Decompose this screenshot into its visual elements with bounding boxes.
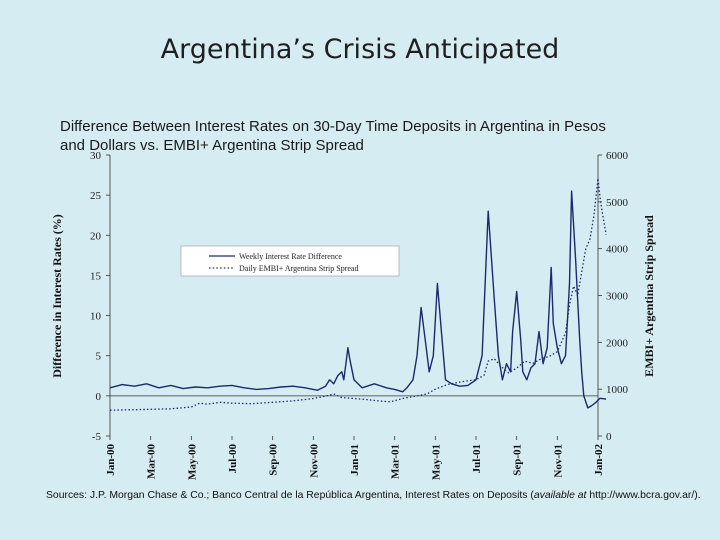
slide-title: Argentina’s Crisis Anticipated [160, 34, 560, 65]
legend-label: Weekly Interest Rate Difference [239, 252, 342, 261]
left-axis-label: Difference in Interest Rates (%) [50, 214, 64, 378]
left-tick-label: 10 [90, 311, 102, 323]
right-tick-label: 0 [606, 431, 612, 443]
x-tick-label: Sep-00 [268, 444, 280, 476]
left-tick-label: 25 [90, 190, 102, 202]
chart-legend: Weekly Interest Rate Difference Daily EMB… [180, 245, 400, 277]
x-tick-label: Nov-01 [552, 444, 564, 478]
sources-italic: available at [533, 490, 587, 501]
sources-suffix: http://www.bcra.gov.ar/). [586, 490, 701, 501]
right-tick-label: 6000 [606, 150, 629, 162]
left-tick-label: 20 [90, 230, 102, 242]
interest-difference-line [109, 190, 607, 409]
legend-label: Daily EMBI+ Argentina Strip Spread [239, 264, 358, 273]
x-axis-ticks: Jan-00 Mar-00 May-00 Jul-00 Sep-00 Nov-00 Jan-… [105, 436, 605, 480]
x-tick-label: May-01 [430, 444, 442, 480]
legend-box [180, 245, 400, 277]
x-tick-label: Sep-01 [512, 444, 524, 476]
chart-axes [109, 155, 599, 436]
left-tick-label: 0 [96, 391, 102, 403]
left-tick-label: 30 [90, 150, 102, 162]
x-tick-label: Mar-00 [146, 444, 158, 480]
embi-spread-line [109, 177, 607, 411]
left-axis-ticks: 30 25 20 15 10 5 0 -5 [90, 150, 110, 443]
left-tick-label: 5 [96, 351, 102, 363]
x-tick-label: Jul-01 [471, 444, 483, 473]
left-tick-label: -5 [92, 431, 102, 443]
chart-heading: Difference Between Interest Rates on 30-… [60, 118, 606, 154]
series-lines [109, 177, 607, 411]
left-tick-label: 15 [90, 270, 102, 282]
x-tick-label: Jan-01 [349, 444, 361, 476]
right-tick-label: 2000 [606, 337, 629, 349]
right-tick-label: 1000 [606, 384, 629, 396]
x-tick-label: Mar-01 [390, 444, 402, 479]
right-tick-label: 4000 [606, 244, 629, 256]
right-tick-label: 3000 [606, 291, 629, 303]
sources-note: Sources: J.P. Morgan Chase & Co.; Banco … [46, 490, 706, 501]
x-tick-label: Jan-02 [593, 444, 605, 476]
x-tick-label: Jul-00 [227, 444, 239, 474]
x-tick-label: May-00 [186, 444, 198, 481]
sources-prefix: Sources: J.P. Morgan Chase & Co.; Banco … [46, 490, 534, 501]
x-tick-label: Jan-00 [105, 444, 117, 476]
right-axis-label: EMBI+ Argentina Strip Spread [642, 215, 656, 377]
right-tick-label: 5000 [606, 197, 629, 209]
right-axis-ticks: 6000 5000 4000 3000 2000 1000 0 [598, 150, 629, 443]
x-tick-label: Nov-00 [308, 444, 320, 478]
